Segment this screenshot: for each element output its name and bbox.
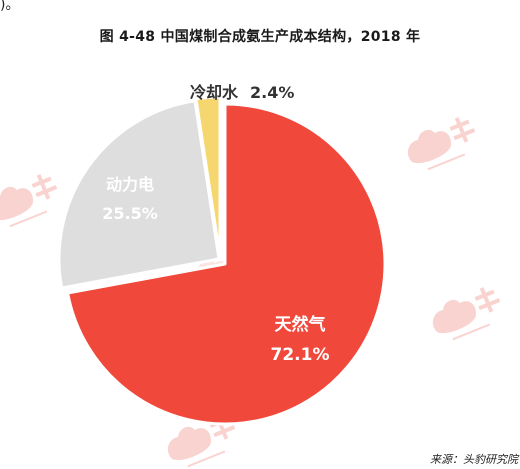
figure-title: 图 4-48 中国煤制合成氨生产成本结构，2018 年 (99, 29, 421, 45)
slice-natural-gas (66, 102, 387, 426)
slice-power (57, 99, 221, 290)
slice-label-power: 动力电 (106, 175, 154, 194)
pie-slices (57, 95, 387, 426)
watermark-logo-icon (407, 117, 476, 171)
slice-value-natural-gas: 72.1% (271, 345, 330, 365)
pie-labels: 天然气 72.1% 动力电 25.5% 冷却水 2.4% (102, 83, 329, 365)
slice-label-natural-gas: 天然气 (275, 314, 326, 335)
source-note: 来源：头豹研究院 (430, 453, 518, 466)
corner-punctuation: )。 (0, 0, 20, 13)
slice-cooling-water (194, 95, 222, 259)
watermark-logo-icon (0, 174, 58, 228)
slice-label-cooling-water: 冷却水 (190, 83, 239, 102)
watermark-logo-icon (432, 287, 501, 341)
slice-value-cooling-water: 2.4% (250, 83, 294, 102)
slice-value-power: 25.5% (102, 204, 158, 223)
